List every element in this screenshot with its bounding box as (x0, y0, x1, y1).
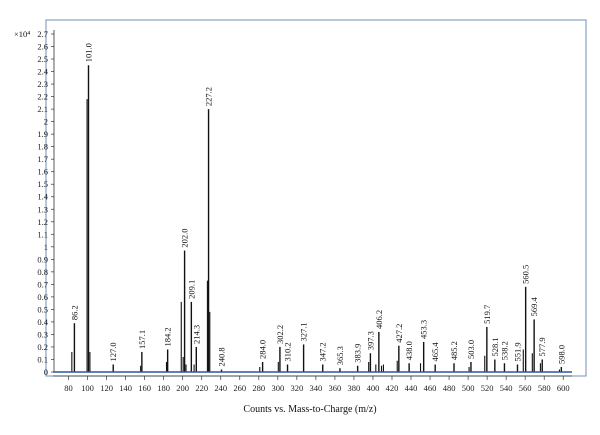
x-tick-label: 520 (481, 383, 494, 393)
y-tick-label: 1.1 (37, 229, 48, 239)
y-tick-label: 2.3 (37, 79, 48, 89)
y-axis: 0 0.1 0.2 0.3 0.4 0.5 0.6 0.7 0.8 0.9 1 1.1 1.2 1.3 1.… (37, 29, 55, 377)
x-tick-label: 80 (64, 383, 73, 393)
peak-labels-layer: 86.2 101.0 127.0 157.1 184.2 202.0 209.1 214.3 2… (69, 43, 566, 366)
peak-label: 347.2 (318, 342, 328, 361)
peak-label: 453.3 (419, 320, 429, 339)
x-tick-label: 140 (119, 383, 132, 393)
x-tick-label: 280 (252, 383, 265, 393)
peak-label: 427.2 (394, 324, 404, 343)
peak-label: 365.3 (335, 346, 345, 365)
x-tick-label: 260 (233, 383, 246, 393)
y-tick-label: 2.4 (37, 67, 48, 77)
peak-label: 538.2 (499, 341, 509, 360)
y-tick-label: 0.7 (37, 279, 48, 289)
peak-label: 383.9 (353, 344, 363, 363)
peak-label: 327.1 (299, 322, 309, 341)
y-tick-label: 1.5 (37, 179, 48, 189)
y-tick-label: 0.5 (37, 304, 48, 314)
peak-label: 157.1 (137, 330, 147, 349)
x-tick-label: 160 (138, 383, 151, 393)
x-tick-label: 440 (405, 383, 418, 393)
y-tick-label: 2.5 (37, 54, 48, 64)
y-tick-label: 0.4 (37, 317, 48, 327)
y-tick-label: 0.6 (37, 292, 48, 302)
x-tick-label: 600 (557, 383, 570, 393)
x-tick-label: 380 (348, 383, 361, 393)
peak-label: 101.0 (83, 43, 93, 62)
peak-label: 438.0 (404, 341, 414, 360)
x-tick-label: 200 (176, 383, 189, 393)
peak-label: 503.0 (466, 340, 476, 359)
x-tick-label: 320 (290, 383, 303, 393)
y-tick-label: 1.9 (37, 129, 48, 139)
peak-label: 465.4 (430, 342, 440, 362)
y-tick-label: 1.7 (37, 154, 48, 164)
y-tick-label: 2.1 (37, 104, 48, 114)
peak-label: 397.3 (365, 331, 375, 350)
peak-label: 184.2 (163, 327, 173, 346)
x-tick-label: 460 (424, 383, 437, 393)
peak-label: 227.2 (204, 87, 214, 106)
peak-label: 214.3 (191, 325, 201, 344)
x-tick-label: 580 (538, 383, 551, 393)
y-tick-label: 0.2 (37, 342, 48, 352)
peak-label: 86.2 (69, 305, 79, 320)
x-tick-label: 240 (214, 383, 227, 393)
x-tick-label: 120 (100, 383, 113, 393)
x-tick-label: 220 (195, 383, 208, 393)
y-tick-label: 1 (44, 242, 48, 252)
y-tick-label: 2.2 (37, 92, 48, 102)
peak-label: 209.1 (186, 280, 196, 299)
x-tick-label: 560 (519, 383, 532, 393)
peak-label: 202.0 (180, 228, 190, 247)
x-tick-label: 540 (500, 383, 513, 393)
peak-label: 519.7 (482, 305, 492, 324)
peak-label: 284.0 (258, 340, 268, 359)
x-tick-label: 400 (367, 383, 380, 393)
y-tick-label: 2 (44, 117, 48, 127)
peak-label: 551.9 (512, 342, 522, 361)
peak-label: 310.2 (283, 342, 293, 361)
y-tick-label: 0.9 (37, 254, 48, 264)
peak-label: 569.4 (529, 297, 539, 317)
y-tick-label: 1.4 (37, 192, 48, 202)
peak-label: 127.0 (108, 342, 118, 361)
peak-label: 528.1 (490, 337, 500, 356)
x-tick-label: 480 (443, 383, 456, 393)
x-tick-label: 300 (271, 383, 284, 393)
x-axis: 80 100 120 140 160 180 200 220 240 260 280 300 320 34… (53, 375, 572, 393)
peak-label: 302.2 (275, 325, 285, 344)
peak-label: 598.0 (556, 345, 566, 364)
x-tick-label: 360 (329, 383, 342, 393)
y-tick-label: 1.2 (37, 217, 48, 227)
y-tick-label: 0.1 (37, 354, 48, 364)
x-tick-label: 340 (310, 383, 323, 393)
x-axis-title: Counts vs. Mass-to-Charge (m/z) (243, 404, 376, 415)
y-multiplier-label: ×10⁴ (14, 29, 30, 39)
y-tick-label: 0.8 (37, 267, 48, 277)
peaks-layer (71, 65, 563, 372)
peak-label: 560.5 (521, 265, 531, 284)
y-tick-label: 1.3 (37, 204, 48, 214)
plot-frame (45, 19, 587, 377)
peak-label: 577.9 (537, 337, 547, 356)
x-tick-label: 420 (386, 383, 399, 393)
peak-label: 406.2 (374, 310, 384, 329)
peak-label: 240.8 (216, 347, 226, 366)
x-tick-label: 180 (157, 383, 170, 393)
y-tick-label: 0 (44, 367, 48, 377)
y-tick-label: 1.8 (37, 142, 48, 152)
y-tick-label: 1.6 (37, 167, 48, 177)
y-tick-label: 2.7 (37, 29, 48, 39)
peak-label: 485.2 (449, 341, 459, 360)
y-tick-label: 2.6 (37, 42, 48, 52)
y-tick-label: 0.3 (37, 329, 48, 339)
x-tick-label: 100 (81, 383, 94, 393)
x-tick-label: 500 (462, 383, 475, 393)
